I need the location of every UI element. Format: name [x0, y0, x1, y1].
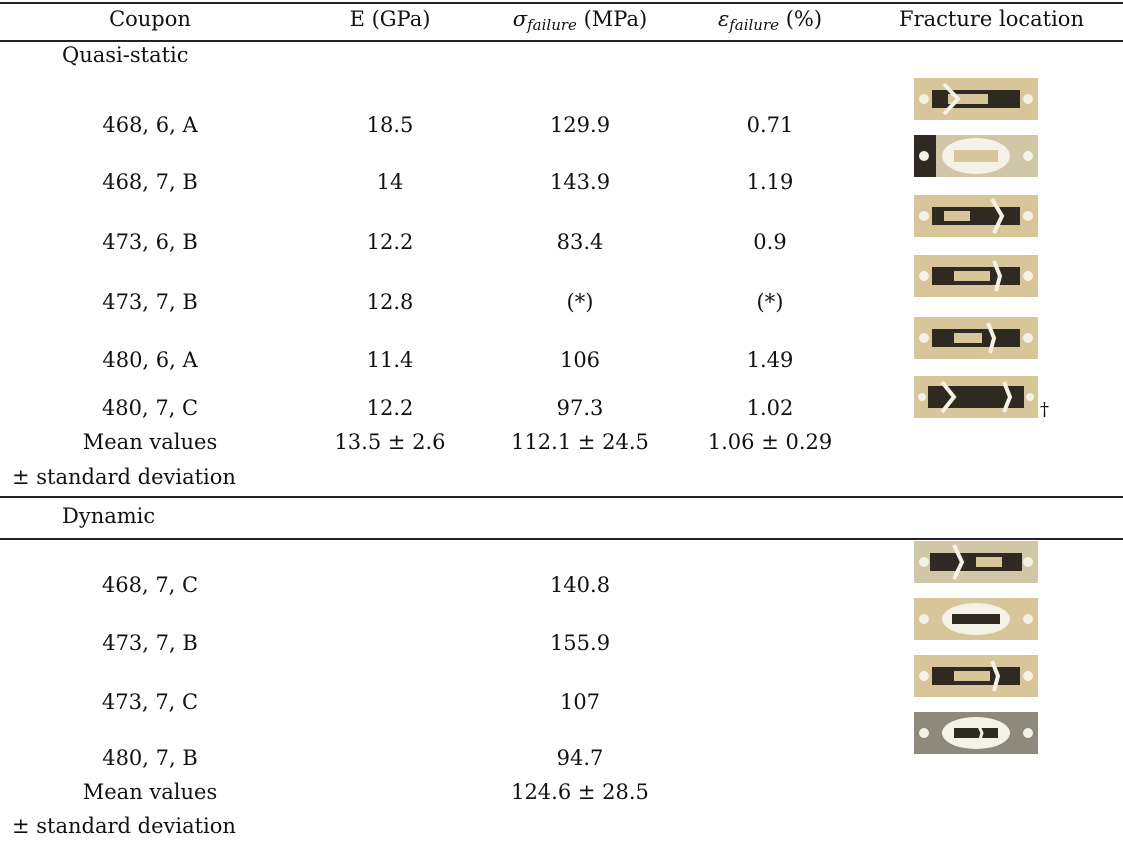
section-rule	[0, 496, 1123, 498]
header-eps: εfailure (%)	[680, 9, 860, 33]
qs-row-5-sigma: 106	[559, 348, 601, 372]
qs-row-5-eps: 1.49	[746, 348, 794, 372]
qs-row-3-coupon: 473, 6, B	[102, 230, 198, 254]
qs-row-2-sigma: 143.9	[549, 170, 611, 194]
fracture-image-qs-4	[914, 255, 1038, 297]
qs-std-label: ± standard deviation	[12, 465, 236, 489]
fracture-image-qs-1	[914, 78, 1038, 120]
eps-subscript: failure	[729, 16, 780, 34]
fracture-image-qs-2	[914, 135, 1038, 177]
header-fracture: Fracture location	[899, 7, 1084, 31]
section-quasi-static: Quasi-static	[62, 43, 189, 67]
qs-row-3-e: 12.2	[366, 230, 414, 254]
fracture-image-qs-3	[914, 195, 1038, 237]
qs-mean-label: Mean values	[82, 430, 218, 454]
top-rule	[0, 2, 1123, 4]
qs-row-4-e: 12.8	[366, 290, 414, 314]
fracture-image-dyn-1	[914, 541, 1038, 583]
qs-row-1-e: 18.5	[366, 113, 414, 137]
dyn-row-1-coupon: 468, 7, C	[101, 573, 199, 597]
qs-row-2-coupon: 468, 7, B	[102, 170, 198, 194]
fracture-image-qs-5	[914, 317, 1038, 359]
sigma-symbol: σ	[512, 7, 528, 31]
qs-row-5-coupon: 480, 6, A	[102, 348, 198, 372]
dagger-mark: †	[1040, 399, 1049, 420]
dynamic-rule	[0, 538, 1123, 540]
header-rule	[0, 40, 1123, 42]
qs-row-4-sigma: (*)	[566, 290, 594, 314]
dyn-row-2-coupon: 473, 7, B	[102, 631, 198, 655]
sigma-subscript: failure	[527, 16, 577, 34]
dyn-mean-label: Mean values	[82, 780, 218, 804]
qs-row-1-coupon: 468, 6, A	[102, 113, 198, 137]
qs-row-1-sigma: 129.9	[549, 113, 611, 137]
section-dynamic: Dynamic	[62, 504, 156, 528]
qs-row-1-eps: 0.71	[746, 113, 794, 137]
eps-symbol: ε	[717, 7, 730, 31]
dyn-mean-sigma: 124.6 ± 28.5	[511, 780, 649, 804]
qs-row-3-eps: 0.9	[753, 230, 787, 254]
dyn-row-1-sigma: 140.8	[549, 573, 611, 597]
dyn-row-2-sigma: 155.9	[549, 631, 611, 655]
fracture-image-dyn-2	[914, 598, 1038, 640]
qs-mean-eps: 1.06 ± 0.29	[707, 430, 833, 454]
dyn-row-4-coupon: 480, 7, B	[102, 746, 198, 770]
header-sigma: σfailure (MPa)	[480, 9, 680, 33]
qs-row-6-eps: 1.02	[746, 396, 794, 420]
dyn-row-3-coupon: 473, 7, C	[101, 690, 199, 714]
fracture-image-qs-6	[914, 376, 1038, 418]
dyn-row-4-sigma: 94.7	[556, 746, 604, 770]
fracture-image-dyn-4	[914, 712, 1038, 754]
qs-row-6-coupon: 480, 7, C	[101, 396, 199, 420]
qs-row-4-coupon: 473, 7, B	[102, 290, 198, 314]
qs-row-2-eps: 1.19	[746, 170, 794, 194]
qs-mean-sigma: 112.1 ± 24.5	[511, 430, 649, 454]
qs-row-6-sigma: 97.3	[556, 396, 604, 420]
header-coupon: Coupon	[109, 7, 191, 31]
qs-row-6-e: 12.2	[366, 396, 414, 420]
dyn-row-3-sigma: 107	[559, 690, 601, 714]
qs-row-5-e: 11.4	[366, 348, 414, 372]
sigma-unit: (MPa)	[583, 7, 648, 31]
eps-unit: (%)	[785, 7, 823, 31]
qs-row-2-e: 14	[376, 170, 404, 194]
dyn-std-label: ± standard deviation	[12, 814, 236, 838]
fracture-image-dyn-3	[914, 655, 1038, 697]
qs-row-3-sigma: 83.4	[556, 230, 604, 254]
qs-row-4-eps: (*)	[756, 290, 784, 314]
header-e: E (GPa)	[349, 7, 431, 31]
qs-mean-e: 13.5 ± 2.6	[334, 430, 446, 454]
